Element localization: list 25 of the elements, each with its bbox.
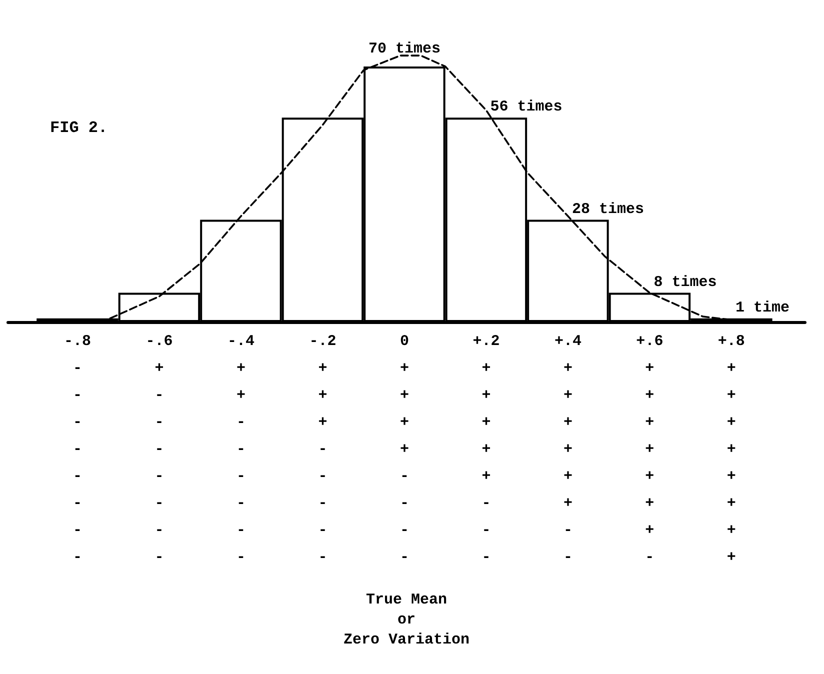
data-label: 1 time: [736, 299, 790, 316]
text: True Mean or Zero Variation: [343, 592, 470, 648]
data-label: 8 times: [654, 274, 717, 291]
data-label: 56 times: [490, 98, 562, 116]
text: - - - - - - - -: [72, 360, 82, 566]
text: FIG 2.: [50, 119, 108, 137]
text: + + + + + + - -: [563, 360, 572, 566]
x-tick-label: 0: [400, 333, 409, 350]
text: + + + + - - - -: [400, 360, 409, 566]
text: + - - - - - - -: [154, 360, 164, 566]
x-tick-label: -.2: [309, 333, 336, 350]
data-label: 70 times: [368, 40, 440, 58]
x-tick-label: -.6: [146, 333, 173, 350]
x-tick-label: +.2: [472, 333, 500, 350]
text: + + + + + + + +: [726, 360, 736, 566]
text: + + - - - - - -: [236, 360, 246, 566]
text: + + + + + + + -: [645, 360, 654, 566]
data-label: 28 times: [572, 200, 644, 218]
x-tick-label: +.4: [554, 333, 582, 350]
x-tick-label: +.6: [636, 333, 664, 350]
x-tick-label: +.8: [718, 333, 745, 350]
x-tick-label: -.8: [64, 333, 91, 350]
text: + + + - - - - -: [318, 360, 328, 566]
text: + + + + + - - -: [482, 360, 491, 566]
x-tick-label: -.4: [227, 333, 254, 350]
